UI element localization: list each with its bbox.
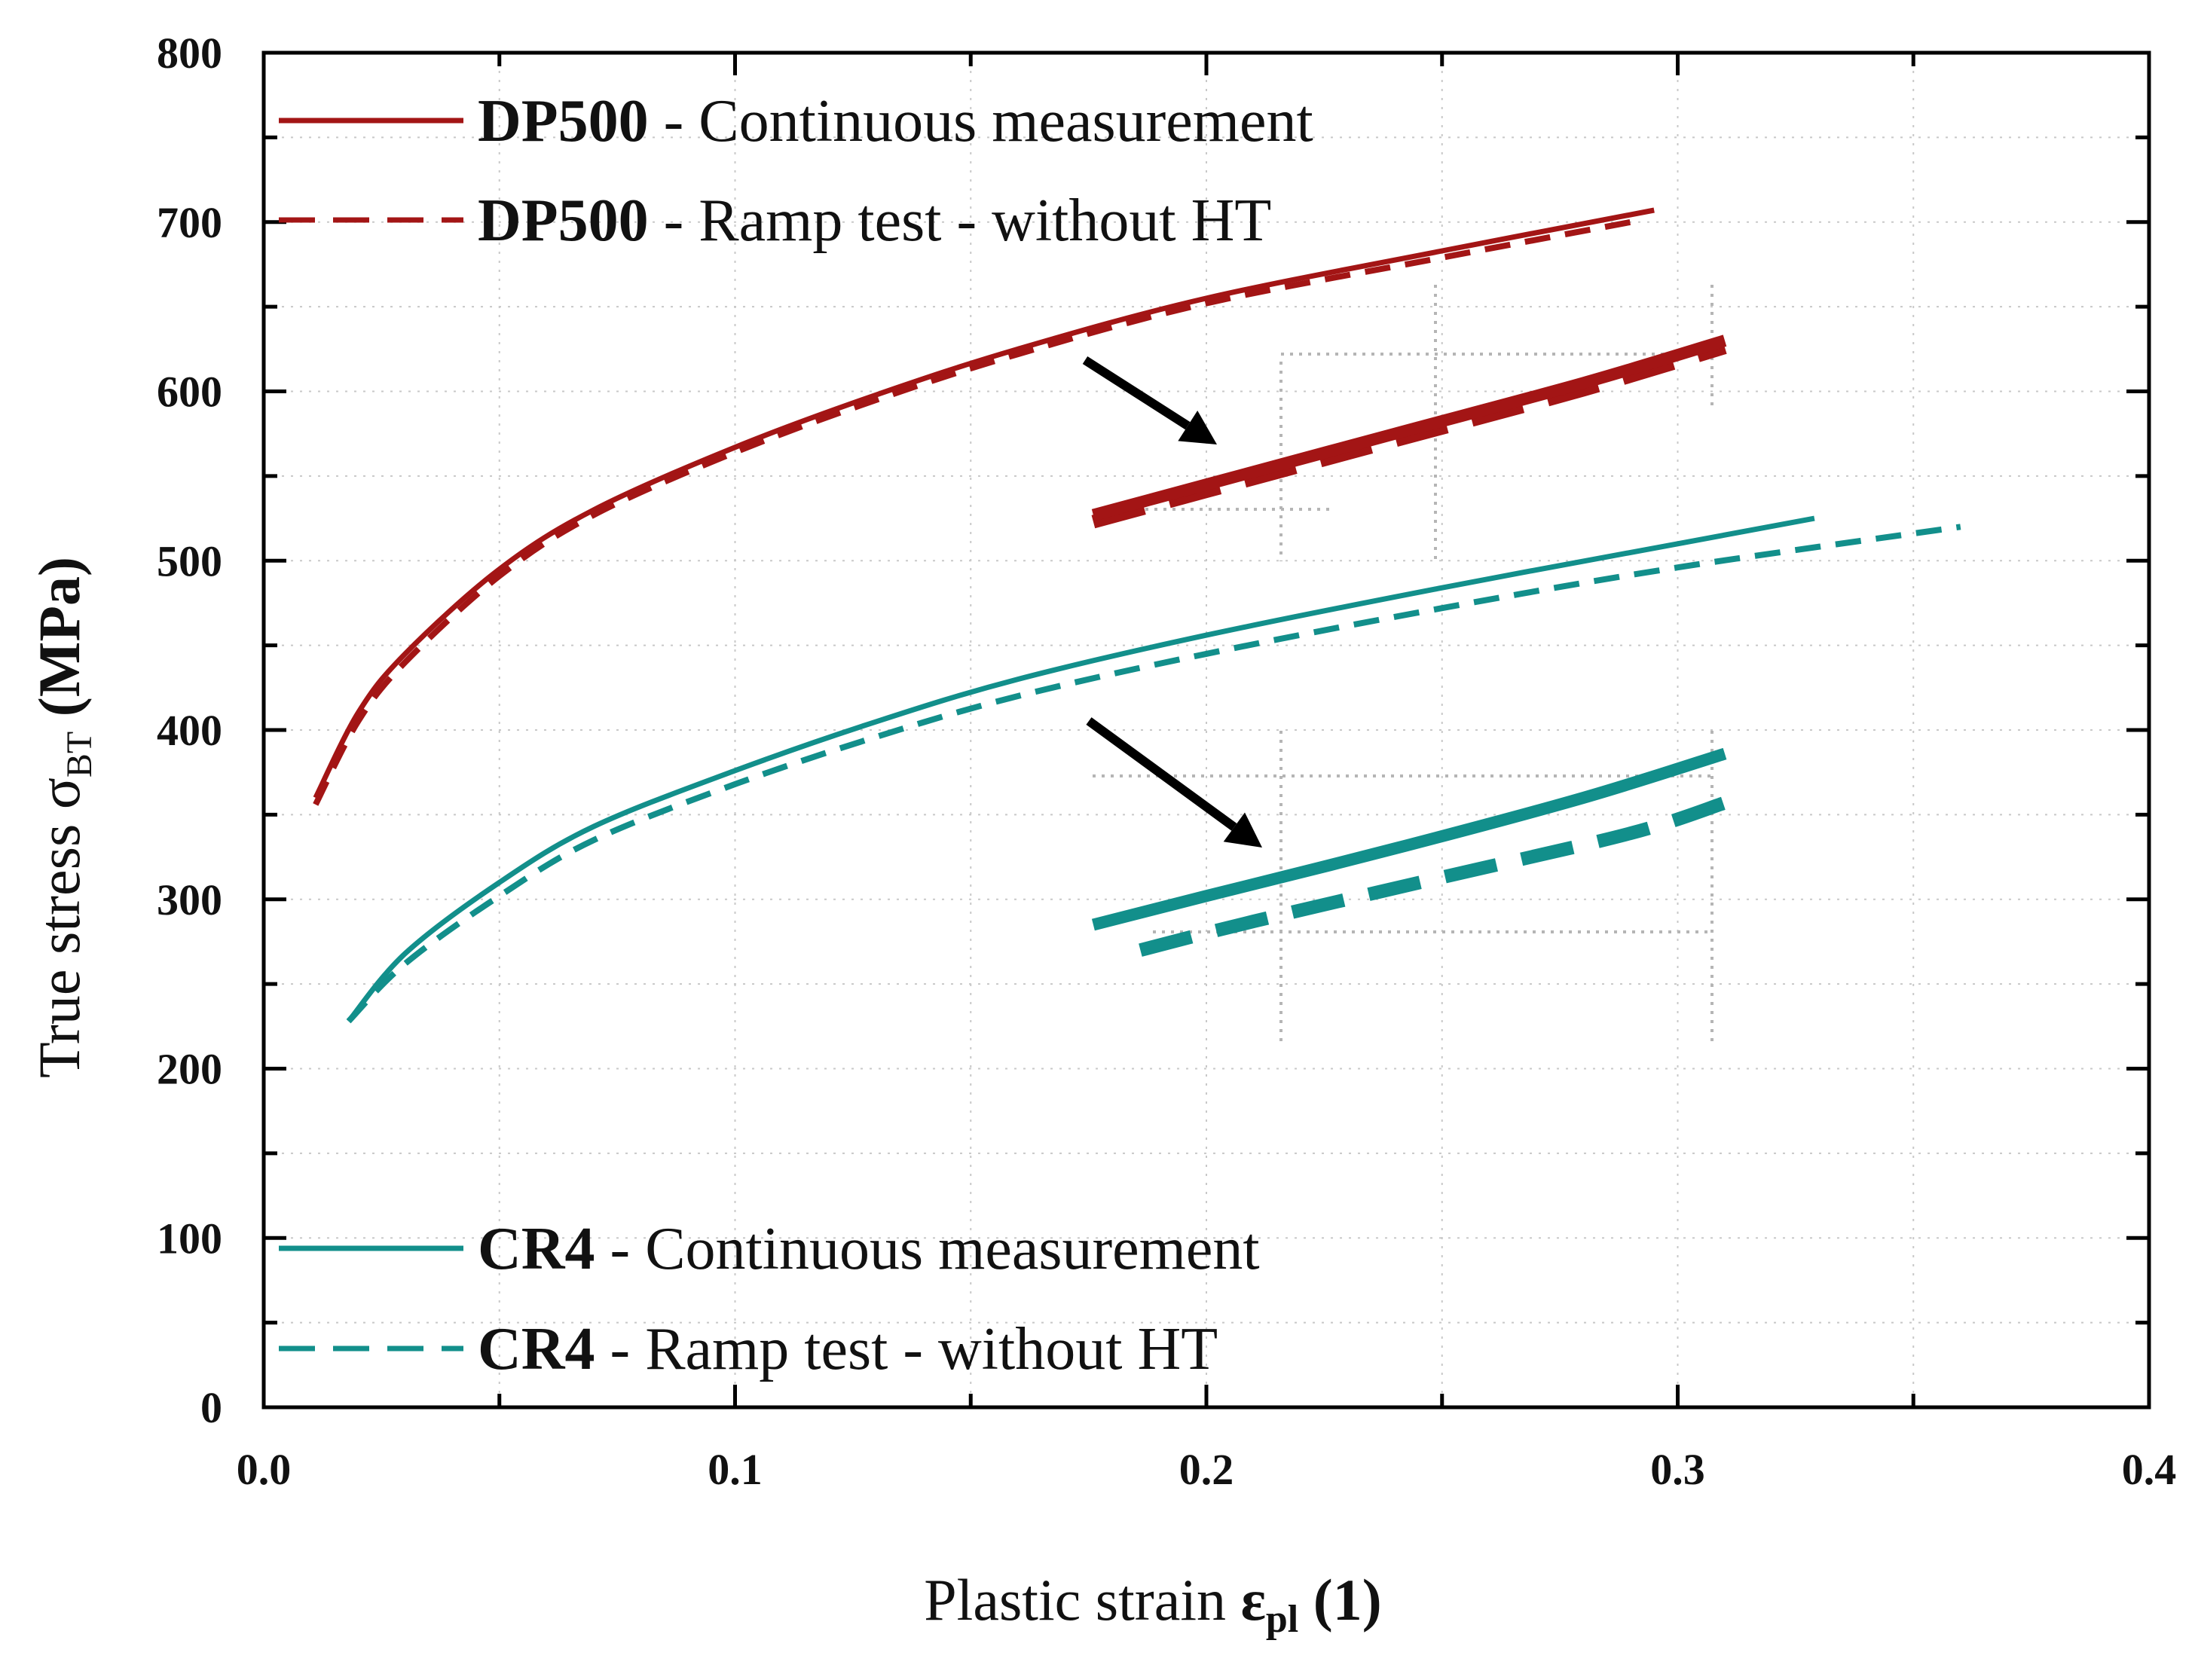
arrow-head (1223, 812, 1262, 848)
inset-line-cr4-solid (1091, 747, 1727, 931)
y-tick-label: 600 (157, 368, 222, 417)
arrows (1082, 356, 1262, 848)
legend-label: DP500 - Ramp test - without HT (478, 188, 1271, 254)
y-tick-label: 700 (157, 198, 222, 247)
legend-desc: - Ramp test - without HT (649, 188, 1272, 254)
y-tick-label: 0 (200, 1383, 222, 1432)
arrow-shaft (1086, 717, 1237, 831)
inset-guides (1093, 285, 1714, 1043)
y-tick-label: 800 (157, 29, 222, 78)
arrow-shaft (1082, 356, 1191, 430)
x-tick-label: 0.0 (237, 1445, 292, 1494)
x-tick-label: 0.2 (1179, 1445, 1234, 1494)
inset-line-cr4-dashed (1139, 796, 1727, 957)
series-line-cr4-solid (346, 515, 1815, 1023)
inset-layer (1091, 334, 1727, 957)
x-tick-label: 0.4 (2122, 1445, 2177, 1494)
legend-material: CR4 (478, 1216, 595, 1282)
y-tick-label: 300 (157, 875, 222, 924)
series-line-dp500-dashed (313, 218, 1631, 806)
x-tick-label: 0.3 (1650, 1445, 1705, 1494)
x-tick-label: 0.1 (708, 1445, 763, 1494)
y-axis-title: True stress σBT (MPa) (26, 557, 99, 1078)
legend-material: DP500 (478, 188, 649, 254)
grid (264, 53, 2150, 1407)
inset-line-dp500-dashed (1091, 341, 1727, 529)
axes (261, 50, 2151, 1410)
legend-label: DP500 - Continuous measurement (478, 88, 1313, 154)
arrow-head (1178, 410, 1217, 444)
x-axis-title: Plastic strain εpl (1) (924, 1567, 1381, 1641)
legend-label: CR4 - Continuous measurement (478, 1216, 1260, 1282)
legend-desc: - Ramp test - without HT (595, 1316, 1218, 1382)
legend-label: CR4 - Ramp test - without HT (478, 1316, 1218, 1382)
y-tick-label: 200 (157, 1045, 222, 1094)
series-line-cr4-dashed (346, 524, 1961, 1024)
series-layer (313, 207, 1961, 1024)
inset-line-dp500-solid (1091, 334, 1727, 521)
tick-labels: 0 100 200 300 400 500 600 700 800 0.0 0.1 0.2 0.3 0.4 (157, 29, 2176, 1494)
series-line-dp500-solid (313, 207, 1655, 799)
y-tick-label: 100 (157, 1214, 222, 1263)
y-tick-label: 500 (157, 536, 222, 585)
legend-material: DP500 (478, 88, 649, 154)
y-tick-label: 400 (157, 706, 222, 755)
legend-desc: - Continuous measurement (595, 1216, 1260, 1282)
legend-material: CR4 (478, 1316, 595, 1382)
legend-desc: - Continuous measurement (649, 88, 1313, 154)
